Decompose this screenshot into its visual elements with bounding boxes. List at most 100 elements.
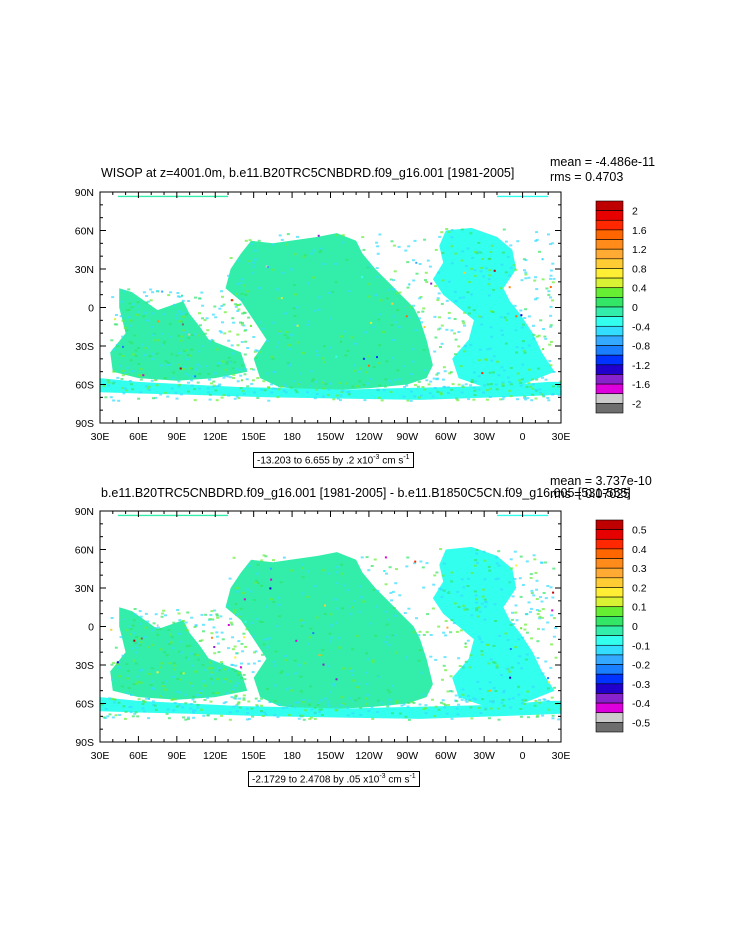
field-extreme [239, 303, 242, 306]
field-cell [549, 296, 552, 299]
field-cell [445, 299, 449, 302]
field-cell [365, 556, 369, 559]
rms-stat-1: rms = 0.4703 [550, 170, 624, 184]
field-cell [491, 311, 495, 313]
field-cell [306, 320, 310, 323]
x-tick-label: 150W [317, 750, 345, 762]
field-cell [503, 316, 507, 319]
field-cell [519, 595, 523, 598]
field-cell [540, 600, 544, 603]
field-cell [129, 324, 132, 327]
field-cell [511, 595, 515, 598]
field-cell [236, 682, 240, 685]
field-cell [163, 377, 167, 379]
field-cell [473, 394, 477, 396]
colorbar-label: -0.4 [632, 321, 650, 333]
field-cell [238, 613, 242, 616]
field-cell [309, 685, 313, 688]
field-cell [390, 240, 394, 243]
field-cell [177, 334, 180, 337]
field-cell [230, 623, 234, 626]
field-cell [312, 249, 316, 252]
field-cell [313, 712, 317, 715]
field-cell [207, 372, 211, 375]
field-cell [527, 382, 531, 385]
field-cell [182, 315, 186, 318]
field-cell [359, 714, 363, 716]
field-cell [288, 704, 292, 707]
field-cell [309, 716, 313, 719]
field-cell [104, 708, 108, 710]
field-cell [176, 609, 180, 611]
y-tick-label: 60N [75, 226, 94, 238]
field-cell [437, 708, 441, 711]
field-cell [170, 636, 174, 639]
y-tick-label: 90N [75, 187, 94, 199]
colorbar-label: 0.8 [632, 263, 647, 275]
field-cell [501, 698, 505, 701]
field-cell [224, 375, 228, 378]
colorbar-box [595, 229, 624, 240]
field-cell [179, 339, 183, 342]
field-cell [115, 343, 119, 346]
field-cell [381, 702, 385, 705]
field-extreme [415, 261, 418, 264]
field-cell [244, 645, 248, 648]
field-extreme [508, 286, 511, 289]
field-cell [290, 569, 294, 572]
field-cell [217, 651, 221, 654]
field-cell [453, 290, 457, 293]
field-cell [530, 399, 534, 402]
field-cell [485, 359, 489, 362]
field-cell [201, 304, 205, 307]
field-cell [478, 348, 482, 351]
field-cell [418, 703, 422, 706]
field-cell [428, 265, 432, 268]
field-cell [170, 387, 174, 390]
field-cell [260, 621, 264, 623]
field-cell [449, 675, 453, 678]
field-cell [474, 380, 478, 383]
colorbar-box [595, 529, 624, 540]
field-cell [197, 350, 201, 353]
field-cell [235, 652, 239, 655]
field-cell [175, 354, 179, 357]
field-extreme [234, 656, 237, 659]
field-cell [327, 292, 331, 294]
field-cell [193, 388, 197, 391]
field-cell [450, 690, 454, 693]
field-cell [234, 603, 238, 605]
field-extreme [547, 677, 550, 680]
field-cell [524, 308, 528, 311]
field-cell [233, 645, 237, 648]
field-cell [552, 635, 556, 638]
field-extreme [230, 299, 233, 302]
field-cell [509, 367, 513, 369]
field-cell [474, 698, 478, 701]
field-cell [406, 286, 410, 289]
field-cell [328, 640, 332, 643]
colorbar-box [595, 596, 624, 608]
y-tick-label: 30N [75, 264, 94, 276]
field-cell [488, 396, 492, 398]
field-cell [533, 558, 537, 561]
field-cell [473, 386, 477, 389]
field-cell [260, 389, 264, 391]
field-cell [266, 688, 270, 690]
field-cell [154, 379, 157, 382]
colorbar-box [595, 287, 624, 298]
field-cell [239, 387, 243, 390]
field-cell [478, 315, 482, 318]
field-cell [235, 710, 239, 713]
field-cell [112, 661, 116, 664]
field-cell [143, 354, 147, 357]
field-cell [226, 604, 230, 607]
field-cell [184, 693, 188, 696]
colorbar-label: 2 [632, 206, 638, 218]
field-cell [139, 368, 143, 370]
map-panel-2: 30E 60E 90E 120E 150E 180 150W 120W 90W 60W 30W 0 30… [75, 506, 651, 762]
field-cell [246, 712, 250, 714]
field-cell [535, 579, 539, 582]
field-cell [251, 671, 255, 674]
field-cell [288, 344, 292, 347]
